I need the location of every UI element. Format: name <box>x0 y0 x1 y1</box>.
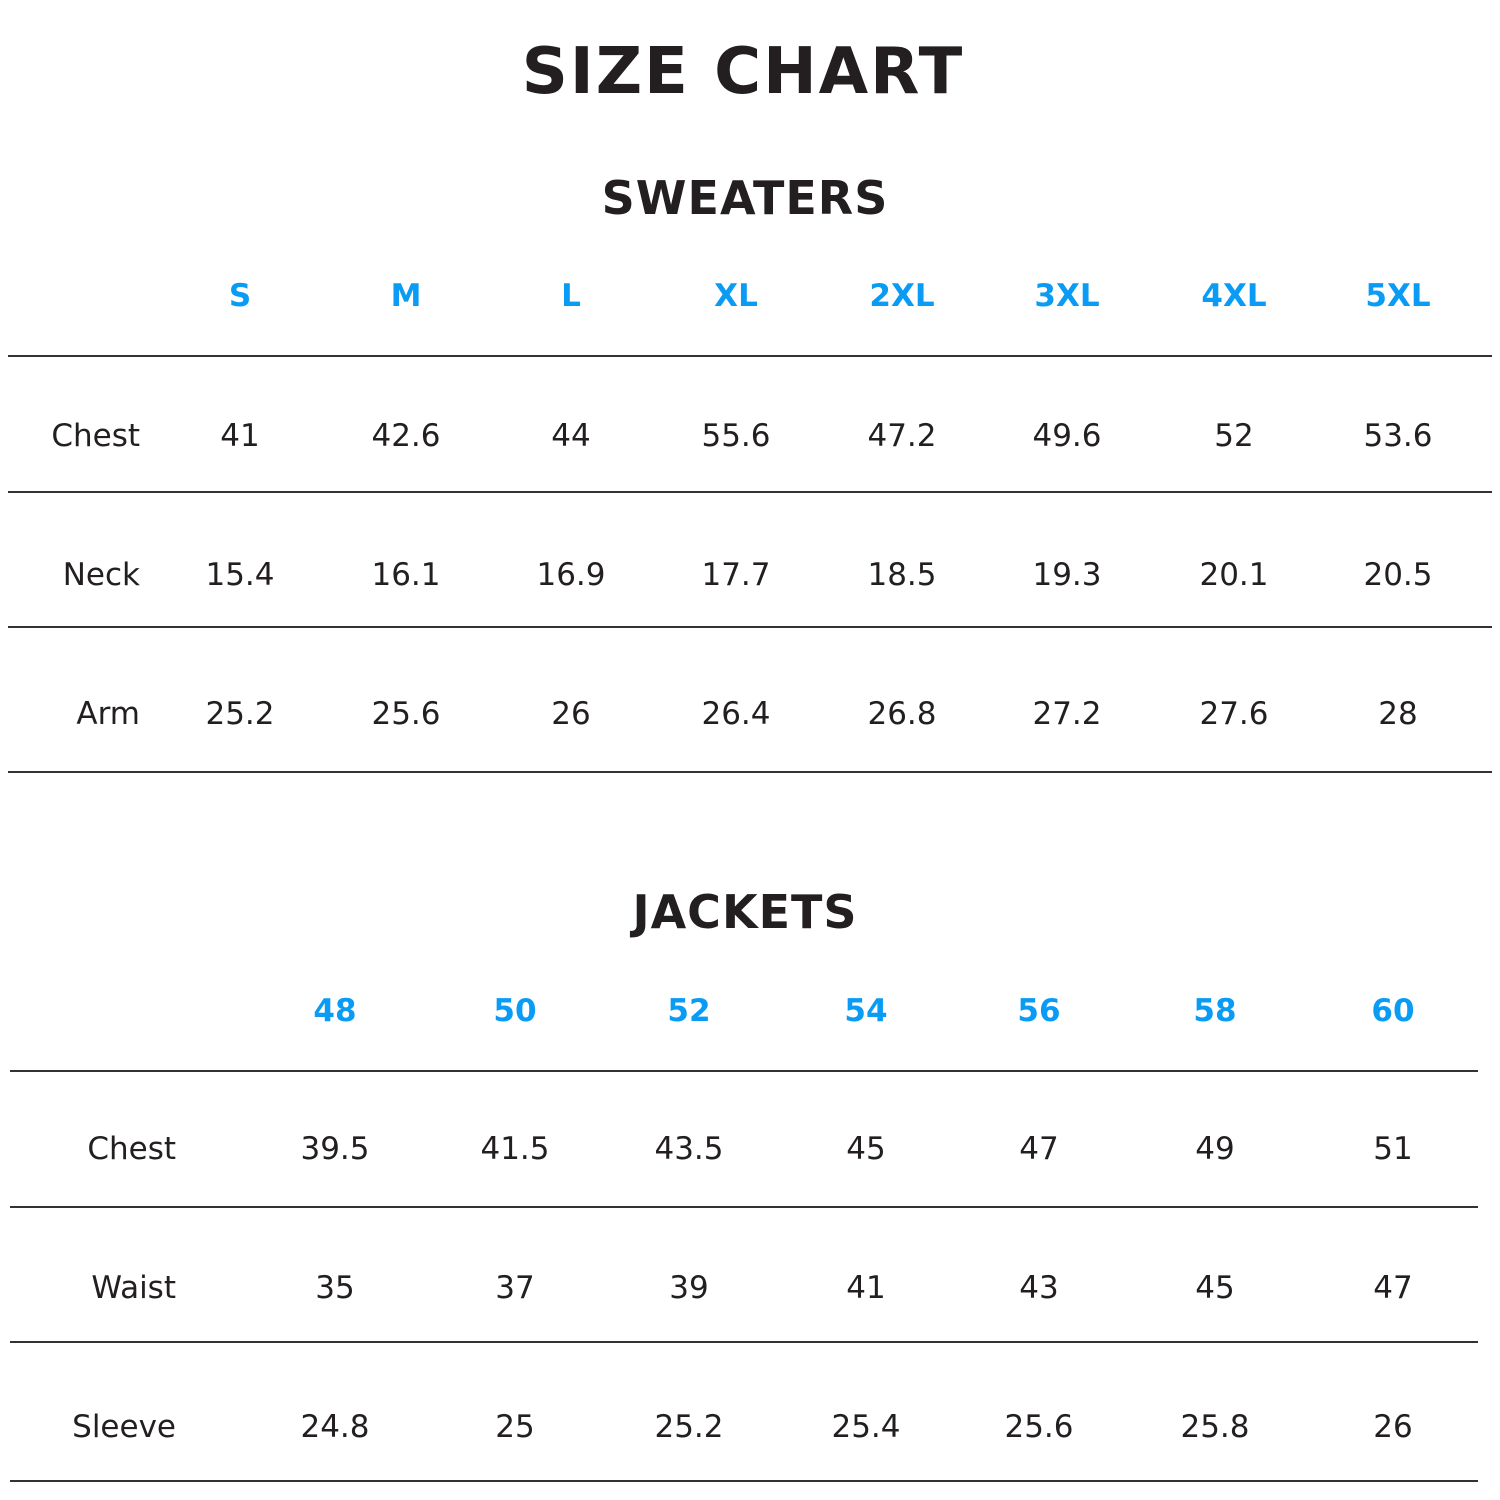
sweaters-cell: 26 <box>551 696 591 732</box>
sweaters-row-divider <box>8 355 1492 357</box>
sweaters-size-header: 3XL <box>1034 278 1100 314</box>
sweaters-cell: 26.4 <box>701 696 771 732</box>
sweaters-cell: 19.3 <box>1032 557 1102 593</box>
sweaters-cell: 20.5 <box>1363 557 1433 593</box>
sweaters-cell: 15.4 <box>205 557 275 593</box>
jackets-cell: 43 <box>1019 1270 1059 1306</box>
sweaters-cell: 17.7 <box>701 557 771 593</box>
sweaters-cell: 27.2 <box>1032 696 1102 732</box>
jackets-cell: 37 <box>495 1270 535 1306</box>
sweaters-cell: 52 <box>1214 418 1254 454</box>
sweaters-size-header: XL <box>714 278 758 314</box>
jackets-cell: 26 <box>1373 1409 1413 1445</box>
sweaters-row-divider <box>8 626 1492 628</box>
sweaters-size-header: M <box>390 278 422 314</box>
sweaters-row-label: Neck <box>62 557 140 593</box>
sweaters-row-divider <box>8 491 1492 493</box>
jackets-section-title: JACKETS <box>632 885 858 939</box>
page-title: SIZE CHART <box>521 35 965 109</box>
jackets-row-divider <box>10 1480 1478 1482</box>
sweaters-row-label: Arm <box>76 696 140 732</box>
jackets-row-label: Waist <box>91 1270 176 1306</box>
jackets-cell: 24.8 <box>300 1409 370 1445</box>
jackets-size-header: 54 <box>844 993 888 1029</box>
sweaters-cell: 16.1 <box>371 557 441 593</box>
jackets-size-header: 56 <box>1017 993 1061 1029</box>
jackets-size-header: 58 <box>1193 993 1237 1029</box>
sweaters-cell: 44 <box>551 418 591 454</box>
sweaters-cell: 42.6 <box>371 418 441 454</box>
jackets-cell: 45 <box>846 1131 886 1167</box>
jackets-cell: 49 <box>1195 1131 1235 1167</box>
sweaters-cell: 18.5 <box>867 557 937 593</box>
jackets-cell: 47 <box>1019 1131 1059 1167</box>
jackets-cell: 25 <box>495 1409 535 1445</box>
sweaters-cell: 47.2 <box>867 418 937 454</box>
sweaters-cell: 20.1 <box>1199 557 1269 593</box>
jackets-cell: 25.4 <box>831 1409 901 1445</box>
jackets-size-header: 52 <box>667 993 711 1029</box>
jackets-cell: 25.6 <box>1004 1409 1074 1445</box>
jackets-size-header: 60 <box>1371 993 1415 1029</box>
jackets-cell: 43.5 <box>654 1131 724 1167</box>
jackets-cell: 41 <box>846 1270 886 1306</box>
jackets-row-divider <box>10 1070 1478 1072</box>
jackets-row-divider <box>10 1341 1478 1343</box>
sweaters-cell: 25.6 <box>371 696 441 732</box>
sweaters-cell: 53.6 <box>1363 418 1433 454</box>
jackets-row-label: Chest <box>87 1131 176 1167</box>
sweaters-cell: 49.6 <box>1032 418 1102 454</box>
sweaters-size-header: 5XL <box>1365 278 1431 314</box>
jackets-size-header: 48 <box>313 993 357 1029</box>
sweaters-size-header: L <box>561 278 581 314</box>
sweaters-cell: 55.6 <box>701 418 771 454</box>
jackets-cell: 35 <box>315 1270 355 1306</box>
jackets-cell: 25.8 <box>1180 1409 1250 1445</box>
jackets-cell: 45 <box>1195 1270 1235 1306</box>
jackets-size-header: 50 <box>493 993 537 1029</box>
sweaters-cell: 26.8 <box>867 696 937 732</box>
sweaters-size-header: S <box>228 278 252 314</box>
jackets-cell: 25.2 <box>654 1409 724 1445</box>
jackets-cell: 39 <box>669 1270 709 1306</box>
sweaters-cell: 41 <box>220 418 260 454</box>
sweaters-cell: 27.6 <box>1199 696 1269 732</box>
sweaters-cell: 25.2 <box>205 696 275 732</box>
sweaters-row-label: Chest <box>51 418 140 454</box>
sweaters-cell: 28 <box>1378 696 1418 732</box>
jackets-row-divider <box>10 1206 1478 1208</box>
sweaters-section-title: SWEATERS <box>601 171 889 225</box>
sweaters-size-header: 2XL <box>869 278 935 314</box>
sweaters-size-header: 4XL <box>1201 278 1267 314</box>
jackets-cell: 41.5 <box>480 1131 550 1167</box>
jackets-row-label: Sleeve <box>72 1409 176 1445</box>
sweaters-row-divider <box>8 771 1492 773</box>
jackets-cell: 51 <box>1373 1131 1413 1167</box>
jackets-cell: 47 <box>1373 1270 1413 1306</box>
jackets-cell: 39.5 <box>300 1131 370 1167</box>
sweaters-cell: 16.9 <box>536 557 606 593</box>
